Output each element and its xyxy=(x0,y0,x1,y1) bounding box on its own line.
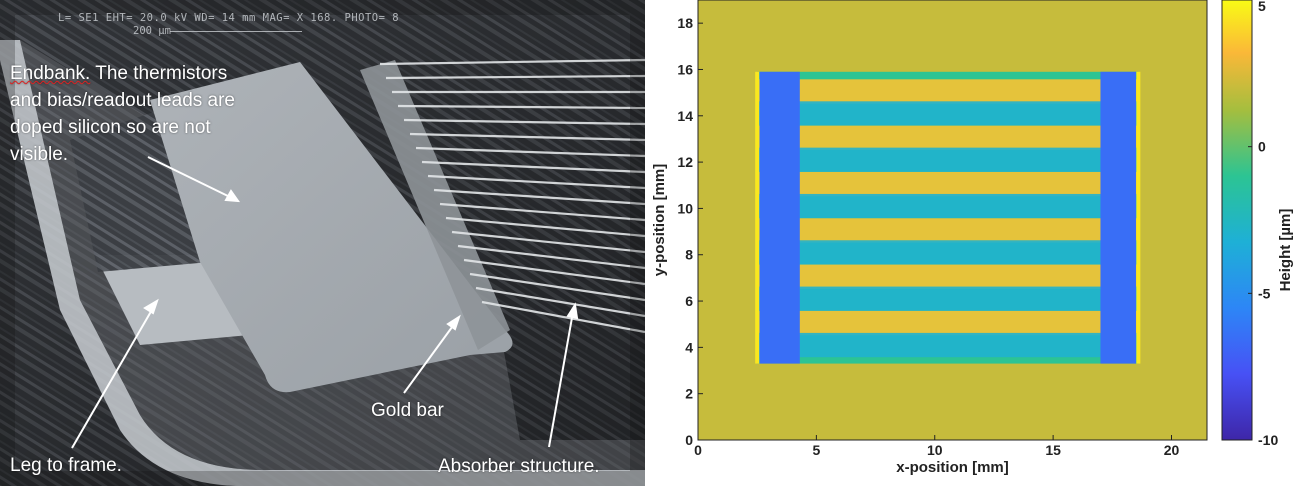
absorber-stripe xyxy=(757,193,1139,219)
height-map-panel: 0 5 10 15 20 0 2 4 6 8 10 12 14 16 18 5 0 -5 -10 x-positi… xyxy=(648,0,1307,486)
scale-bar-label: 200 µm xyxy=(133,25,171,37)
absorber-stripe xyxy=(757,264,1139,289)
annotation-arrows xyxy=(71,156,579,449)
absorber-edge xyxy=(755,71,760,364)
y-tick-label: 16 xyxy=(677,61,693,77)
annotation-absorber-structure: Absorber structure. xyxy=(438,456,600,477)
absorber-wires xyxy=(379,58,645,334)
annotation-endbank: Endbank. The thermistors and bias/readou… xyxy=(10,63,235,165)
y-tick-label: 10 xyxy=(677,200,693,216)
colorbar-label: Height [µm] xyxy=(1277,209,1294,292)
colorbar-tick-label: -5 xyxy=(1258,285,1271,301)
absorber-stripe xyxy=(757,79,1139,104)
y-tick-label: 14 xyxy=(677,108,693,124)
y-tick-label: 8 xyxy=(685,247,693,263)
y-tick-label: 18 xyxy=(677,15,693,31)
sem-parameters: L= SE1 EHT= 20.0 kV WD= 14 mm MAG= X 168… xyxy=(58,12,400,24)
y-axis-label: y-position [mm] xyxy=(651,164,668,277)
x-tick-label: 20 xyxy=(1164,442,1180,458)
colorbar-tick-label: 5 xyxy=(1258,0,1266,14)
x-axis-label: x-position [mm] xyxy=(896,459,1009,476)
endbank-plate xyxy=(150,62,513,393)
x-tick-label: 10 xyxy=(927,442,943,458)
y-tick-label: 0 xyxy=(685,432,693,448)
annotation-gold-bar: Gold bar xyxy=(371,400,444,421)
scale-bar xyxy=(170,31,302,32)
absorber-stripe xyxy=(757,240,1139,265)
absorber-stripe xyxy=(757,171,1139,197)
colorbar-tick-label: 0 xyxy=(1258,139,1266,155)
x-tick-label: 15 xyxy=(1045,442,1061,458)
sem-photo-drawing xyxy=(0,0,645,486)
y-tick-label: 12 xyxy=(677,154,693,170)
colorbar xyxy=(1221,0,1253,441)
absorber-edge xyxy=(1136,71,1141,364)
y-tick-label: 2 xyxy=(685,386,693,402)
absorber-stripe xyxy=(757,147,1139,172)
absorber-stripe xyxy=(757,286,1139,311)
y-tick-label: 6 xyxy=(685,293,693,309)
end-band xyxy=(1100,71,1136,364)
absorber-stripe xyxy=(757,125,1139,150)
x-tick-label: 5 xyxy=(812,442,820,458)
annotation-leg-to-frame: Leg to frame. xyxy=(10,455,122,476)
absorber-stripe xyxy=(757,310,1139,336)
height-map-chart: 0 5 10 15 20 0 2 4 6 8 10 12 14 16 18 5 0 -5 -10 x-positi… xyxy=(651,0,1294,476)
sem-photo: L= SE1 EHT= 20.0 kV WD= 14 mm MAG= X 168… xyxy=(0,0,645,486)
colorbar-tick-label: -10 xyxy=(1258,432,1278,448)
absorber-stripe xyxy=(757,101,1139,126)
absorber-stripe xyxy=(757,332,1139,358)
plot-frame xyxy=(697,0,1208,441)
x-tick-label: 0 xyxy=(694,442,702,458)
absorber-stripe xyxy=(757,218,1139,243)
y-tick-label: 4 xyxy=(685,339,693,355)
gold-bar xyxy=(360,60,510,350)
end-band xyxy=(759,71,800,364)
